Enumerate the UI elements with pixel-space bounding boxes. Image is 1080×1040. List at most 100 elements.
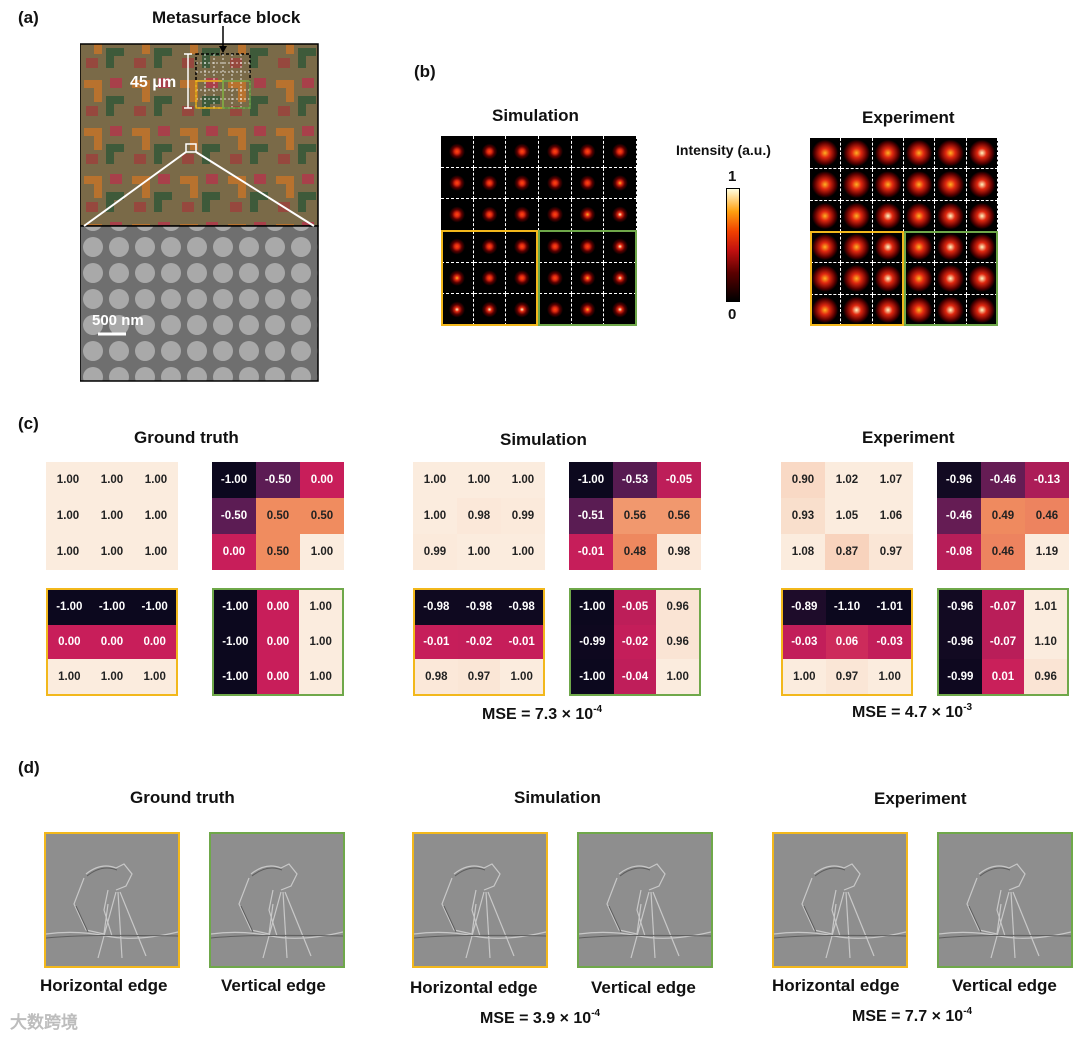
matrix-cell: 1.00: [457, 534, 501, 570]
matrix-cell: 1.00: [46, 462, 90, 498]
sim-vertical-kernel: -1.00 -0.05 0.96 -0.99 -0.02 0.96 -1.00 -0.04 1.…: [569, 588, 701, 696]
matrix-cell: 0.00: [300, 462, 344, 498]
matrix-cell: -0.99: [571, 624, 614, 660]
matrix-cell: 0.06: [825, 624, 869, 660]
watermark: 大数跨境: [10, 1013, 78, 1032]
metasurface-figure: [80, 26, 319, 382]
intensity-spot: [604, 136, 637, 168]
matrix-cell: 0.50: [300, 498, 344, 534]
matrix-cell: 1.00: [48, 659, 91, 694]
matrix-cell: -0.89: [783, 590, 826, 625]
matrix-cell: 1.00: [46, 534, 90, 570]
intensity-spot: [539, 199, 572, 231]
matrix-cell: -0.96: [939, 624, 982, 660]
matrix-cell: 1.00: [457, 462, 501, 498]
metasurface-block-label: Metasurface block: [152, 8, 301, 27]
matrix-cell: -0.96: [939, 590, 982, 625]
matrix-cell: 0.97: [457, 659, 501, 694]
c-simulation-mse: MSE = 7.3 × 10-4: [482, 704, 603, 723]
matrix-cell: 1.08: [781, 534, 825, 570]
b-simulation-title: Simulation: [492, 106, 579, 125]
matrix-cell: 0.96: [656, 590, 699, 625]
matrix-cell: 0.98: [457, 498, 501, 534]
c-experiment-mse: MSE = 4.7 × 10-3: [852, 702, 973, 721]
intensity-spot: [935, 263, 967, 295]
matrix-cell: 0.56: [657, 498, 701, 534]
intensity-spot: [571, 136, 605, 168]
matrix-cell: 1.00: [868, 659, 911, 694]
matrix-cell: 1.00: [656, 659, 699, 694]
matrix-cell: -0.50: [212, 498, 256, 534]
intensity-spot: [506, 199, 539, 231]
matrix-cell: 1.00: [500, 659, 543, 694]
matrix-cell: 0.87: [825, 534, 869, 570]
intensity-spot: [841, 200, 873, 232]
matrix-cell: -1.00: [214, 659, 257, 694]
matrix-cell: 1.02: [825, 462, 869, 498]
sem-image: [80, 225, 319, 382]
matrix-cell: -0.46: [981, 462, 1025, 498]
intensity-spot: [935, 294, 967, 326]
panel-label-a: (a): [18, 8, 39, 27]
matrix-cell: -0.98: [415, 590, 458, 625]
gt-top-left-matrix: 1.00 1.00 1.00 1.00 1.00 1.00 1.00 1.00 1.00: [46, 462, 178, 570]
intensity-spot: [872, 169, 904, 201]
intensity-spot: [441, 136, 474, 168]
d-experiment-title: Experiment: [874, 789, 967, 808]
matrix-cell: 0.00: [212, 534, 256, 570]
matrix-cell: -0.13: [1025, 462, 1069, 498]
matrix-cell: 0.49: [981, 498, 1025, 534]
matrix-cell: 1.10: [1024, 624, 1067, 660]
exp-top-left-matrix: 0.90 1.02 1.07 0.93 1.05 1.06 1.08 0.87 0.97: [781, 462, 913, 570]
matrix-cell: -1.00: [214, 624, 257, 660]
intensity-spot: [841, 263, 873, 295]
sim-horizontal-block-outline: [441, 230, 538, 326]
panel-label-b: (b): [414, 62, 436, 81]
intensity-spot: [506, 136, 539, 168]
matrix-cell: 1.06: [869, 498, 913, 534]
exp-horizontal-edge-label: Horizontal edge: [772, 976, 900, 995]
d-ground-truth-title: Ground truth: [130, 788, 235, 807]
intensity-spot: [539, 136, 572, 168]
intensity-spot: [571, 199, 605, 231]
matrix-cell: 1.00: [90, 462, 134, 498]
intensity-spot: [872, 263, 904, 295]
matrix-cell: -0.01: [415, 624, 458, 660]
d-simulation-title: Simulation: [514, 788, 601, 807]
sim-top-left-matrix: 1.00 1.00 1.00 1.00 0.98 0.99 0.99 1.00 1.00: [413, 462, 545, 570]
colorbar-max-label: 1: [728, 168, 737, 185]
optical-micrograph: [80, 43, 319, 227]
intensity-spot: [904, 263, 936, 295]
matrix-cell: 1.00: [90, 498, 134, 534]
intensity-colorbar: [726, 188, 740, 302]
sim-horizontal-edge-image: [412, 832, 548, 968]
intensity-spot: [810, 232, 842, 264]
intensity-spot: [904, 232, 936, 264]
scale-500nm-label: 500 nm: [92, 312, 144, 329]
matrix-cell: 1.05: [825, 498, 869, 534]
matrix-cell: 1.00: [46, 498, 90, 534]
matrix-cell: 1.00: [413, 462, 457, 498]
matrix-cell: 0.96: [1024, 659, 1067, 694]
matrix-cell: 0.46: [1025, 498, 1069, 534]
colorbar-min-label: 0: [728, 306, 737, 323]
exp-vertical-edge-image: [937, 832, 1073, 968]
matrix-cell: 0.90: [781, 462, 825, 498]
c-simulation-title: Simulation: [500, 430, 587, 449]
intensity-spot: [441, 262, 474, 295]
matrix-cell: 0.46: [981, 534, 1025, 570]
sim-vertical-edge-image: [577, 832, 713, 968]
matrix-cell: 1.00: [299, 659, 342, 694]
matrix-cell: -0.98: [500, 590, 543, 625]
gt-top-right-matrix: -1.00 -0.50 0.00 -0.50 0.50 0.50 0.00 0.50 1.00: [212, 462, 344, 570]
c-experiment-title: Experiment: [862, 428, 955, 447]
intensity-spot: [935, 200, 967, 232]
intensity-spot: [604, 230, 637, 263]
intensity-spot: [841, 232, 873, 264]
matrix-cell: 0.98: [657, 534, 701, 570]
matrix-cell: 1.00: [501, 462, 545, 498]
matrix-cell: -0.01: [569, 534, 613, 570]
intensity-spot: [966, 263, 998, 295]
intensity-spot: [604, 199, 637, 231]
matrix-cell: 0.97: [825, 659, 869, 694]
